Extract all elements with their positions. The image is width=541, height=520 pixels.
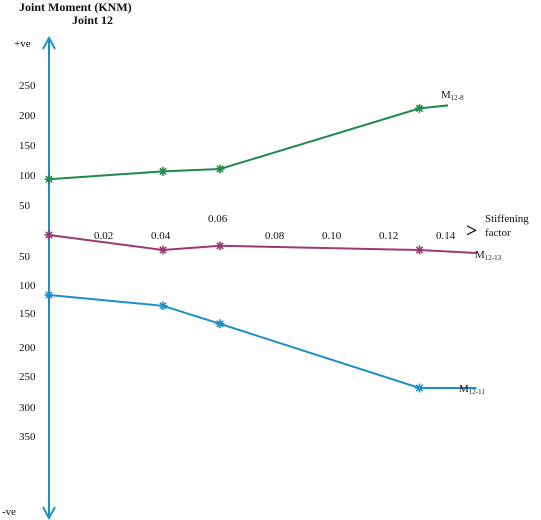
y-tick-label: 150 bbox=[19, 308, 36, 320]
x-tick-label: 0.06 bbox=[208, 213, 228, 225]
y-axis-arrow-top bbox=[42, 35, 56, 50]
data-point bbox=[158, 301, 168, 311]
chart-title: Joint Moment (KNM) bbox=[19, 0, 132, 14]
x-axis-label-line1: Stiffening bbox=[485, 213, 529, 225]
x-axis-label-line2: factor bbox=[485, 227, 511, 239]
y-tick-label: 100 bbox=[19, 170, 36, 182]
y-tick-label: 350 bbox=[19, 431, 36, 443]
y-bottom-label: -ve bbox=[2, 506, 16, 518]
x-axis-arrow-icon: > bbox=[466, 220, 477, 242]
y-axis-arrow-bottom bbox=[42, 506, 56, 520]
data-point bbox=[215, 164, 225, 174]
y-tick-label: 50 bbox=[19, 251, 31, 263]
chart-subtitle: Joint 12 bbox=[72, 13, 113, 27]
data-point bbox=[158, 245, 168, 255]
x-tick-label: 0.14 bbox=[436, 230, 456, 242]
series-label: M12-11 bbox=[459, 383, 485, 396]
x-tick-label: 0.02 bbox=[94, 230, 113, 242]
data-point bbox=[215, 319, 225, 329]
series-line-m12-11 bbox=[48, 294, 477, 389]
data-point bbox=[158, 166, 168, 176]
data-point bbox=[44, 290, 54, 300]
y-tick-label: 200 bbox=[19, 110, 36, 122]
y-tick-label: 50 bbox=[19, 200, 31, 212]
x-tick-label: 0.12 bbox=[379, 230, 398, 242]
y-top-label: +ve bbox=[14, 38, 31, 50]
data-point bbox=[415, 103, 424, 113]
data-point bbox=[44, 230, 54, 240]
data-point bbox=[215, 241, 225, 251]
data-point bbox=[415, 383, 424, 393]
y-tick-label: 300 bbox=[19, 402, 36, 414]
series-line-m12-8 bbox=[48, 104, 449, 181]
y-tick-label: 150 bbox=[19, 140, 36, 152]
y-tick-label: 100 bbox=[19, 280, 36, 292]
data-point bbox=[44, 174, 54, 184]
series-label: M12-13 bbox=[475, 249, 502, 262]
x-tick-label: 0.08 bbox=[265, 230, 285, 242]
series-label: M12-8 bbox=[441, 89, 464, 102]
y-tick-label: 200 bbox=[19, 342, 36, 354]
x-tick-label: 0.10 bbox=[322, 230, 342, 242]
x-tick-label: 0.04 bbox=[151, 230, 171, 242]
data-point bbox=[415, 245, 424, 255]
y-tick-label: 250 bbox=[19, 80, 36, 92]
y-tick-label: 250 bbox=[19, 371, 36, 383]
